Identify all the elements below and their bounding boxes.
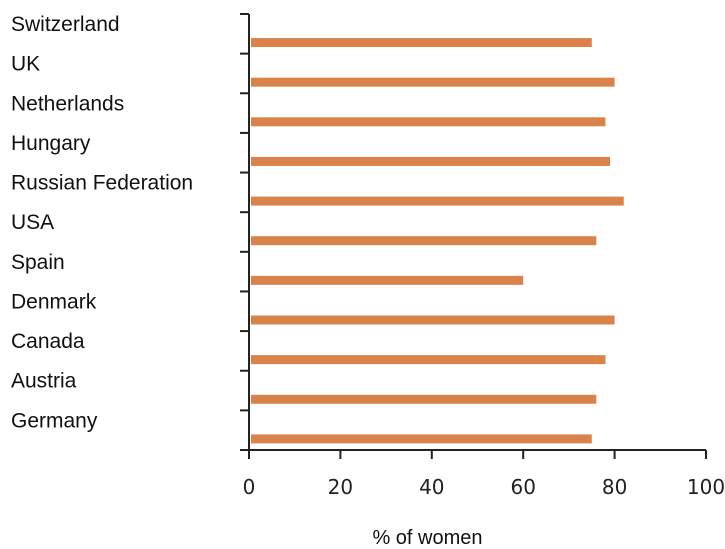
category-label: Russian Federation — [11, 172, 193, 195]
x-tick-label: 40 — [419, 475, 444, 499]
category-label: Denmark — [11, 290, 97, 313]
category-labels: Switzerland UK Netherlands Hungary Russian F… — [11, 13, 193, 432]
category-label: Hungary — [11, 132, 91, 155]
category-label: Germany — [11, 409, 98, 432]
category-label: Canada — [11, 330, 85, 353]
bar-austria — [251, 394, 597, 404]
y-axis-ticks — [240, 13, 249, 451]
x-tick-label: 100 — [687, 475, 725, 499]
x-tick-label: 80 — [602, 475, 627, 499]
category-label: USA — [11, 211, 54, 234]
x-tick-label: 20 — [328, 475, 353, 499]
category-label: UK — [11, 53, 40, 76]
bar-denmark — [251, 315, 615, 325]
x-axis-ticks: 0 20 40 60 80 100 — [243, 450, 725, 499]
bar-russian-federation — [251, 196, 624, 206]
bar-netherlands — [251, 117, 606, 127]
bars-group — [251, 38, 624, 444]
bar-hungary — [251, 156, 611, 166]
category-label: Spain — [11, 251, 65, 274]
category-label: Netherlands — [11, 92, 124, 115]
category-label: Switzerland — [11, 13, 120, 36]
bar-switzerland — [251, 38, 592, 48]
category-label: Austria — [11, 370, 77, 393]
bar-germany — [251, 434, 592, 444]
x-tick-label: 60 — [510, 475, 535, 499]
bar-canada — [251, 355, 606, 365]
x-tick-label: 0 — [243, 475, 256, 499]
bar-spain — [251, 275, 524, 285]
x-axis-title: % of women — [372, 527, 482, 549]
bar-usa — [251, 236, 597, 246]
bar-uk — [251, 77, 615, 87]
